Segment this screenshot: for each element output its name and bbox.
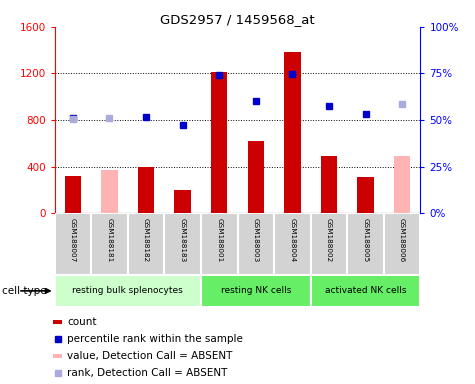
Bar	[201, 213, 238, 275]
Text: GSM188001: GSM188001	[216, 218, 222, 262]
Text: GSM188002: GSM188002	[326, 218, 332, 262]
Bar	[347, 213, 384, 275]
Bar	[394, 156, 410, 213]
Bar	[311, 213, 347, 275]
Bar	[164, 213, 201, 275]
Text: GSM188181: GSM188181	[106, 218, 113, 262]
Text: GSM188006: GSM188006	[399, 218, 405, 262]
Text: GSM188004: GSM188004	[289, 218, 295, 262]
Text: GSM188007: GSM188007	[70, 218, 76, 262]
Bar	[238, 213, 274, 275]
Bar	[384, 213, 420, 275]
Bar	[53, 354, 62, 358]
Text: resting bulk splenocytes: resting bulk splenocytes	[72, 286, 183, 295]
Text: activated NK cells: activated NK cells	[325, 286, 406, 295]
Text: value, Detection Call = ABSENT: value, Detection Call = ABSENT	[67, 351, 233, 361]
Bar	[247, 141, 264, 213]
Bar	[274, 213, 311, 275]
Bar	[211, 72, 228, 213]
Bar	[55, 213, 91, 275]
Bar	[138, 167, 154, 213]
Text: percentile rank within the sample: percentile rank within the sample	[67, 334, 243, 344]
Text: GSM188003: GSM188003	[253, 218, 259, 262]
Text: GSM188005: GSM188005	[362, 218, 369, 262]
Bar	[55, 275, 201, 307]
Bar	[128, 213, 164, 275]
Text: GSM188182: GSM188182	[143, 218, 149, 262]
Text: cell type: cell type	[2, 286, 47, 296]
Bar	[284, 53, 301, 213]
Text: rank, Detection Call = ABSENT: rank, Detection Call = ABSENT	[67, 368, 228, 378]
Text: count: count	[67, 317, 97, 327]
Bar	[174, 190, 191, 213]
Bar	[53, 320, 62, 324]
Text: resting NK cells: resting NK cells	[220, 286, 291, 295]
Bar	[91, 213, 128, 275]
Bar	[201, 275, 311, 307]
Bar	[65, 176, 81, 213]
Bar	[357, 177, 374, 213]
Title: GDS2957 / 1459568_at: GDS2957 / 1459568_at	[160, 13, 315, 26]
Text: GSM188183: GSM188183	[180, 218, 186, 262]
Bar	[101, 170, 118, 213]
Bar	[311, 275, 420, 307]
Bar	[321, 156, 337, 213]
